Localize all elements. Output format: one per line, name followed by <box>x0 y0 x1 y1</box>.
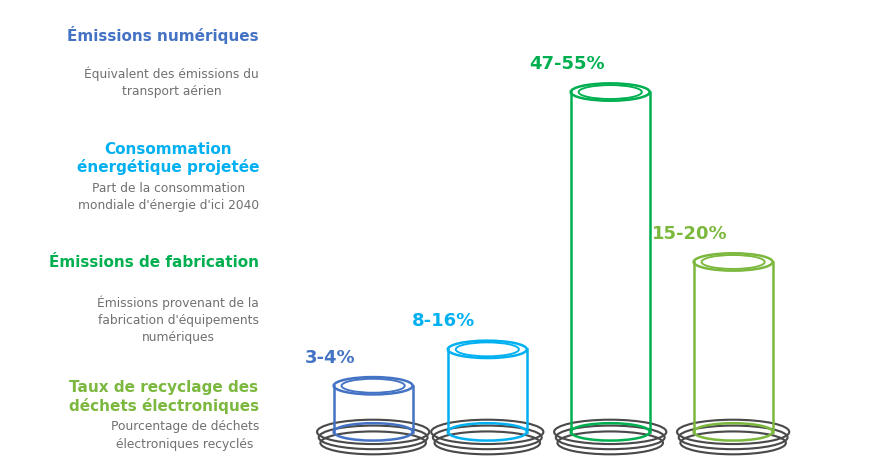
Text: Équivalent des émissions du
transport aérien: Équivalent des émissions du transport aé… <box>84 66 259 98</box>
Text: Pourcentage de déchets
électroniques recyclés: Pourcentage de déchets électroniques rec… <box>111 420 259 451</box>
Text: 3-4%: 3-4% <box>304 349 354 367</box>
Text: Consommation
énergétique projetée: Consommation énergétique projetée <box>76 142 259 175</box>
Text: 15-20%: 15-20% <box>651 225 727 243</box>
Text: Émissions de fabrication: Émissions de fabrication <box>49 255 259 270</box>
Text: Émissions numériques: Émissions numériques <box>68 26 259 44</box>
Text: Taux de recyclage des
déchets électroniques: Taux de recyclage des déchets électroniq… <box>68 380 259 413</box>
Text: 47-55%: 47-55% <box>528 55 604 73</box>
Text: 8-16%: 8-16% <box>411 312 475 330</box>
Text: Émissions provenant de la
fabrication d'équipements
numériques: Émissions provenant de la fabrication d'… <box>97 295 259 345</box>
Text: Part de la consommation
mondiale d'énergie d'ici 2040: Part de la consommation mondiale d'énerg… <box>78 182 259 212</box>
